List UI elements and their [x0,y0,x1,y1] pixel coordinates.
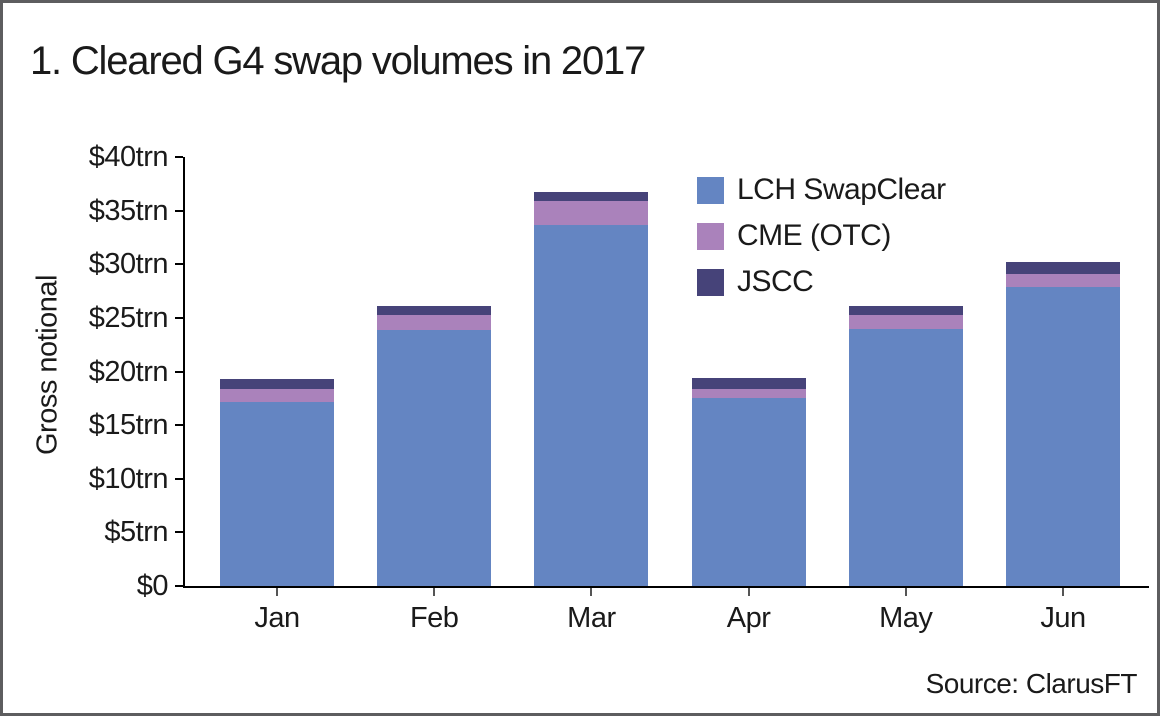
x-axis-tick [1062,588,1064,596]
chart-title: 1. Cleared G4 swap volumes in 2017 [30,39,646,83]
stacked-bar-mar [534,192,649,586]
y-axis-tick-label: $35trn [88,194,169,227]
y-axis-tick-label: $0 [136,570,169,602]
legend-swatch-cme [697,222,724,250]
bar-segment-jscc [534,192,649,201]
x-axis-tick-label-may: May [879,602,933,634]
stacked-bar-apr [691,377,806,586]
bar-segment-jscc [691,377,806,389]
legend-swatch-lch [697,176,724,204]
y-axis-tick-label: $25trn [88,301,169,334]
legend: LCH SwapClear CME (OTC) JSCC [697,174,946,312]
bar-segment-jscc [220,379,334,389]
legend-label-lch: LCH SwapClear [737,173,946,206]
legend-swatch-jscc [697,268,724,296]
bar-segment-lch-swapclear [220,401,334,586]
bar-segment-jscc [377,306,492,315]
stacked-bar-may [848,306,963,586]
stacked-bar-jan [220,379,334,586]
bar-segment-cme-otc [1006,273,1120,287]
bar-segment-jscc [848,306,963,315]
y-axis-tick-label: $30trn [88,248,169,281]
y-axis-tick [175,531,183,534]
x-axis-tick-label-feb: Feb [409,602,459,634]
x-axis-tick [747,588,750,596]
y-axis-tick [175,424,183,427]
bar-segment-lch-swapclear [377,329,492,586]
y-axis-tick [175,209,183,212]
x-axis-tick-label-apr: Apr [726,602,771,634]
y-axis-tick-label: $15trn [88,409,169,442]
x-axis-tick [904,588,907,596]
x-axis-tick-label-jan: Jan [254,602,300,634]
y-axis-tick [175,316,183,319]
x-axis-tick [433,588,436,596]
source-note: Source: ClarusFT [925,668,1138,699]
bar-segment-cme-otc [534,200,649,225]
y-axis-tick-label: $40trn [88,141,169,173]
x-axis-tick-label-jun: Jun [1040,602,1086,634]
y-axis-tick [175,370,183,373]
bar-segment-cme-otc [691,388,806,399]
y-axis-tick-label: $10trn [88,462,169,495]
x-axis-tick [590,588,593,596]
y-axis-tick [175,585,183,587]
legend-item-cme: CME (OTC) [697,220,946,252]
stacked-bar-jun [1006,262,1120,586]
bar-segment-lch-swapclear [691,398,806,586]
bar-segment-lch-swapclear [848,328,963,586]
bar-segment-cme-otc [848,314,963,329]
y-axis-tick-label: $20trn [88,355,169,388]
legend-label-cme: CME (OTC) [737,219,891,252]
y-axis-tick [175,156,183,158]
y-axis-tick [175,263,183,266]
legend-item-jscc: JSCC [697,266,946,298]
y-axis-tick-label: $5trn [104,516,168,549]
bar-segment-lch-swapclear [1006,286,1120,586]
y-axis-tick [175,477,183,480]
plot-area: $0 $5trn $10trn $15trn $20trn $25trn $30trn $35… [89,142,1149,634]
bar-segment-lch-swapclear [534,224,649,586]
legend-label-jscc: JSCC [737,265,814,298]
bar-segment-jscc [1006,262,1120,274]
stacked-bar-feb [377,306,492,586]
bar-segment-cme-otc [377,314,492,330]
legend-item-lch: LCH SwapClear [697,174,946,206]
bar-segment-cme-otc [220,388,334,402]
x-axis-tick [276,588,278,596]
x-axis-tick-label-mar: Mar [567,602,616,634]
